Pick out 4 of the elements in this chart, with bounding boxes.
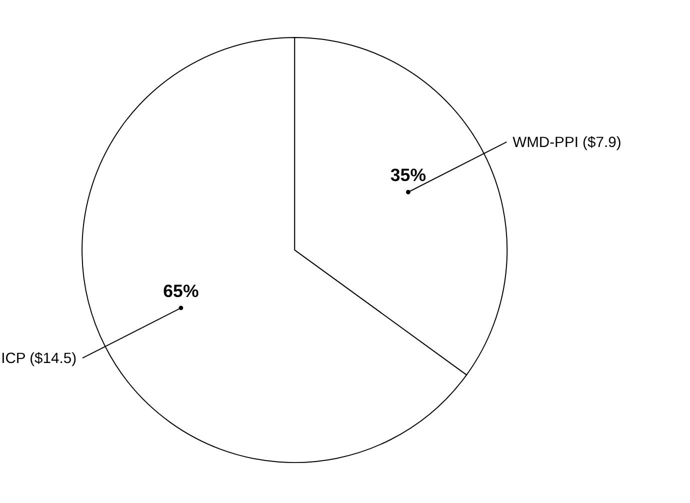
data-label: 35%: [390, 165, 426, 186]
slice-label: ICP ($14.5): [1, 351, 77, 368]
data-label: 65%: [163, 281, 199, 302]
slice-label: WMD-PPI ($7.9): [512, 134, 622, 151]
